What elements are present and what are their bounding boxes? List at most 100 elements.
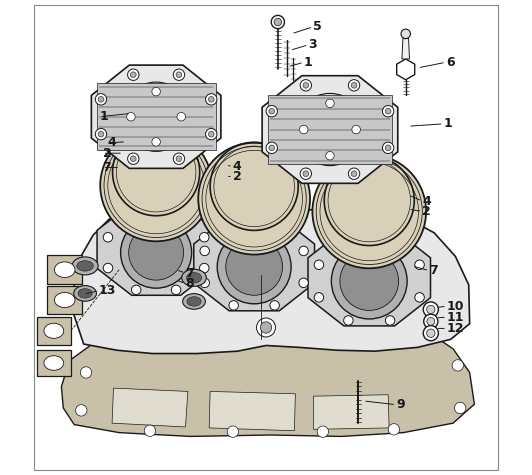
Circle shape xyxy=(128,153,139,164)
Circle shape xyxy=(427,329,435,337)
Text: 6: 6 xyxy=(446,56,455,69)
Circle shape xyxy=(423,325,438,341)
Circle shape xyxy=(121,217,192,288)
Circle shape xyxy=(423,302,438,317)
Circle shape xyxy=(260,322,272,333)
Circle shape xyxy=(331,243,407,319)
Ellipse shape xyxy=(54,293,75,308)
Circle shape xyxy=(95,128,107,140)
Circle shape xyxy=(299,246,309,256)
Text: 2: 2 xyxy=(422,205,431,218)
Circle shape xyxy=(226,238,282,295)
Circle shape xyxy=(200,278,210,287)
Text: 3: 3 xyxy=(309,38,317,51)
Polygon shape xyxy=(47,256,82,284)
Circle shape xyxy=(385,316,395,325)
Circle shape xyxy=(294,94,366,166)
Circle shape xyxy=(351,83,357,88)
Ellipse shape xyxy=(182,269,206,286)
Ellipse shape xyxy=(74,285,96,301)
Circle shape xyxy=(303,83,309,88)
Ellipse shape xyxy=(186,273,202,283)
Polygon shape xyxy=(37,317,71,344)
Circle shape xyxy=(205,94,217,105)
Circle shape xyxy=(144,425,156,437)
Circle shape xyxy=(300,168,312,180)
Ellipse shape xyxy=(78,289,92,298)
Circle shape xyxy=(217,230,291,304)
Circle shape xyxy=(95,94,107,105)
Circle shape xyxy=(348,168,360,180)
Polygon shape xyxy=(47,286,82,314)
Circle shape xyxy=(227,426,238,437)
Circle shape xyxy=(415,293,425,302)
Circle shape xyxy=(415,260,425,269)
Polygon shape xyxy=(397,59,415,80)
Text: 7: 7 xyxy=(103,161,111,174)
Circle shape xyxy=(314,260,323,269)
Circle shape xyxy=(351,171,357,177)
Polygon shape xyxy=(97,203,215,295)
Circle shape xyxy=(452,360,463,371)
Circle shape xyxy=(209,131,214,137)
Ellipse shape xyxy=(44,356,64,370)
Polygon shape xyxy=(61,318,475,437)
Polygon shape xyxy=(74,203,470,353)
Circle shape xyxy=(171,211,181,220)
Circle shape xyxy=(129,225,184,280)
Circle shape xyxy=(200,233,209,242)
Polygon shape xyxy=(194,216,314,311)
Circle shape xyxy=(312,155,426,268)
Polygon shape xyxy=(112,388,188,427)
Text: 5: 5 xyxy=(313,20,322,33)
Circle shape xyxy=(352,125,360,134)
Circle shape xyxy=(385,108,391,114)
Circle shape xyxy=(344,237,353,247)
Polygon shape xyxy=(92,65,221,168)
Ellipse shape xyxy=(54,262,75,277)
Polygon shape xyxy=(308,229,430,326)
Text: 2: 2 xyxy=(103,147,111,160)
Circle shape xyxy=(152,138,160,146)
Circle shape xyxy=(128,69,139,80)
Circle shape xyxy=(229,301,238,310)
Circle shape xyxy=(171,285,181,294)
Text: 4: 4 xyxy=(422,195,431,208)
Circle shape xyxy=(256,318,276,337)
Polygon shape xyxy=(37,350,71,376)
Circle shape xyxy=(152,87,160,96)
Circle shape xyxy=(271,15,285,28)
Circle shape xyxy=(198,143,310,255)
Circle shape xyxy=(103,233,113,242)
Circle shape xyxy=(80,367,92,378)
Circle shape xyxy=(121,82,191,152)
Circle shape xyxy=(269,108,275,114)
Text: 11: 11 xyxy=(447,311,464,323)
Text: 10: 10 xyxy=(447,300,464,313)
Circle shape xyxy=(383,142,394,153)
Circle shape xyxy=(326,152,334,160)
Circle shape xyxy=(423,314,438,328)
Circle shape xyxy=(340,252,398,311)
Ellipse shape xyxy=(77,261,94,271)
Polygon shape xyxy=(268,95,392,164)
Circle shape xyxy=(303,171,309,177)
Circle shape xyxy=(388,424,400,435)
Circle shape xyxy=(383,105,394,117)
Polygon shape xyxy=(96,83,215,150)
Circle shape xyxy=(300,80,312,91)
Circle shape xyxy=(427,305,435,314)
Circle shape xyxy=(427,317,435,325)
Circle shape xyxy=(131,285,141,294)
Circle shape xyxy=(173,153,185,164)
Circle shape xyxy=(131,211,141,220)
Circle shape xyxy=(385,237,395,247)
Circle shape xyxy=(229,224,238,233)
Text: 9: 9 xyxy=(396,398,405,411)
Circle shape xyxy=(270,301,279,310)
Circle shape xyxy=(130,156,136,162)
Text: 4: 4 xyxy=(233,160,242,173)
Polygon shape xyxy=(209,391,295,431)
Circle shape xyxy=(266,105,277,117)
Circle shape xyxy=(103,263,113,273)
